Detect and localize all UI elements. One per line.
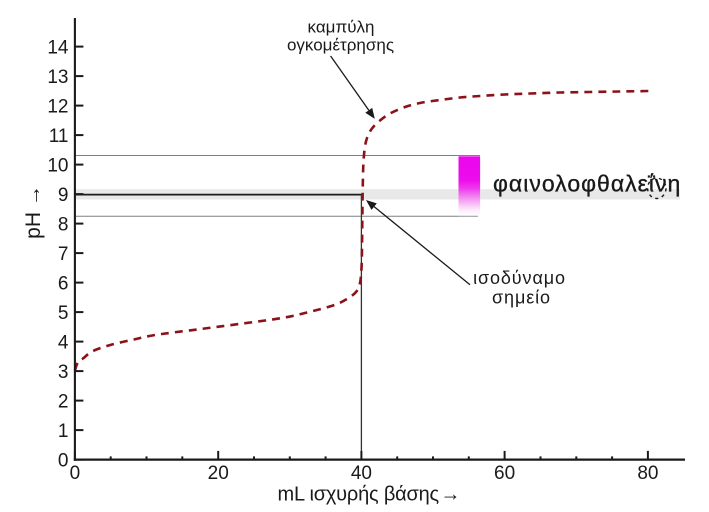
svg-text:7: 7 <box>58 244 69 265</box>
svg-text:6: 6 <box>58 273 69 294</box>
svg-text:0: 0 <box>58 450 69 471</box>
svg-text:pH →: pH → <box>22 185 45 239</box>
svg-text:8: 8 <box>58 214 69 235</box>
svg-text:9: 9 <box>58 185 69 206</box>
svg-text:20: 20 <box>208 463 229 484</box>
svg-text:13: 13 <box>47 67 68 88</box>
svg-text:12: 12 <box>47 96 68 117</box>
svg-text:ισοδύναμο: ισοδύναμο <box>473 268 566 288</box>
svg-text:σημείο: σημείο <box>492 288 551 308</box>
svg-text:10: 10 <box>47 155 68 176</box>
svg-text:0: 0 <box>70 463 81 484</box>
svg-text:11: 11 <box>49 126 69 147</box>
svg-text:2: 2 <box>58 391 69 412</box>
svg-text:80: 80 <box>637 463 658 484</box>
svg-text:καμπύλη: καμπύλη <box>308 17 375 36</box>
svg-text:mL ισχυρής βάσης →: mL ισχυρής βάσης → <box>278 483 461 505</box>
svg-text:4: 4 <box>58 332 69 353</box>
svg-text:ογκομέτρησης: ογκομέτρησης <box>287 35 394 54</box>
svg-text:40: 40 <box>351 463 372 484</box>
svg-text:1: 1 <box>58 421 69 442</box>
svg-text:14: 14 <box>47 37 69 58</box>
svg-text:60: 60 <box>494 463 515 484</box>
svg-text:φαινολοφθαλεΐνη: φαινολοφθαλεΐνη <box>493 170 681 196</box>
svg-text:3: 3 <box>58 362 69 383</box>
svg-text:5: 5 <box>58 303 69 324</box>
